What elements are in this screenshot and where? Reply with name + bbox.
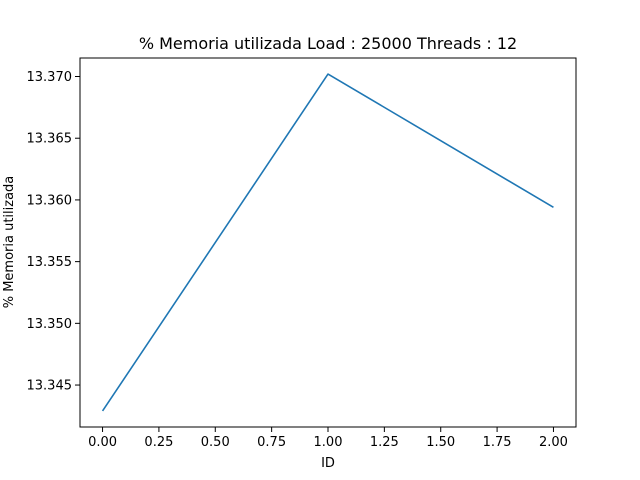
x-tick-label: 1.50 bbox=[426, 435, 455, 450]
x-tick-label: 2.00 bbox=[539, 435, 568, 450]
x-tick-label: 0.25 bbox=[144, 435, 173, 450]
y-tick-label: 13.365 bbox=[27, 132, 73, 147]
y-tick-label: 13.360 bbox=[27, 193, 73, 208]
y-tick-label: 13.355 bbox=[27, 255, 73, 270]
y-tick-label: 13.345 bbox=[27, 379, 73, 394]
x-tick-label: 0.00 bbox=[88, 435, 117, 450]
x-tick-label: 1.25 bbox=[370, 435, 399, 450]
y-tick-label: 13.370 bbox=[27, 70, 73, 85]
axes-frame bbox=[79, 57, 577, 428]
y-tick-label: 13.350 bbox=[27, 317, 73, 332]
plot-area: 0.00 0.25 0.50 0.75 1.00 1.25 1.50 1.75 2.00 13.3… bbox=[27, 57, 577, 450]
x-tick-label: 0.50 bbox=[201, 435, 230, 450]
x-tick-label: 0.75 bbox=[257, 435, 286, 450]
x-tick-label: 1.00 bbox=[314, 435, 343, 450]
series-line bbox=[101, 73, 554, 412]
x-tick-label: 1.75 bbox=[483, 435, 512, 450]
chart-title: % Memoria utilizada Load : 25000 Threads… bbox=[139, 34, 517, 53]
x-axis-label: ID bbox=[321, 456, 335, 471]
y-axis-label: % Memoria utilizada bbox=[2, 176, 17, 309]
